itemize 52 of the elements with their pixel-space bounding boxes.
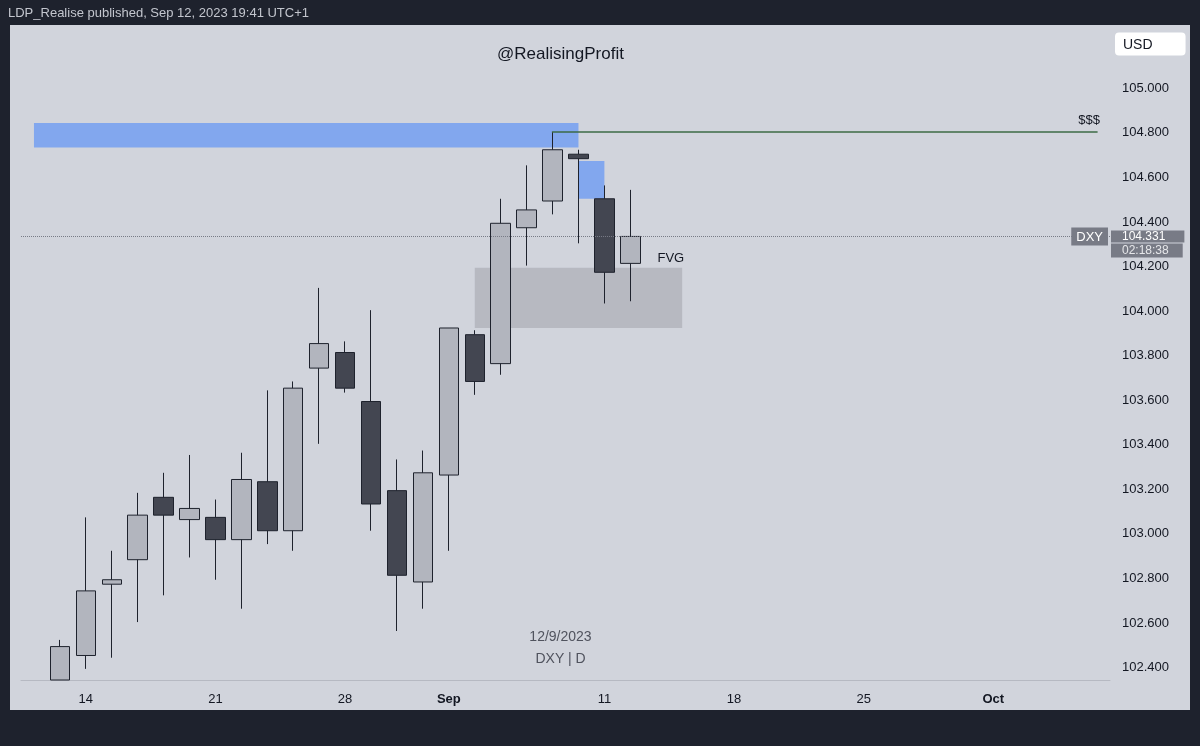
candlestick <box>179 454 200 558</box>
x-tick-label: 14 <box>78 691 94 706</box>
candlestick <box>283 380 303 552</box>
x-tick-label: 25 <box>856 691 871 706</box>
candlestick <box>542 131 563 215</box>
candlestick <box>153 472 174 596</box>
y-tick-label: 103.600 <box>1122 391 1169 407</box>
y-tick-label: 103.000 <box>1122 525 1169 541</box>
ref-line-label: DXY <box>1076 228 1104 244</box>
y-tick-label: 104.600 <box>1122 169 1169 184</box>
x-tick-label: 18 <box>726 691 742 706</box>
y-tick-label: 105.000 <box>1122 79 1169 95</box>
x-tick-label: 28 <box>337 691 353 706</box>
candlestick <box>594 184 615 304</box>
y-tick-label: 103.800 <box>1122 347 1169 363</box>
annotation: 12/9/2023 <box>529 628 592 644</box>
candlestick <box>413 450 433 610</box>
candlestick <box>127 492 148 623</box>
y-tick-label: 104.000 <box>1122 302 1169 318</box>
y-tick-label: 104.200 <box>1122 258 1169 274</box>
y-tick-label: 104.400 <box>1122 213 1169 229</box>
candlestick <box>257 389 278 545</box>
candlestick <box>205 499 226 581</box>
candlestick <box>516 164 537 267</box>
candlestick <box>76 516 96 670</box>
x-tick-label: 11 <box>597 691 612 706</box>
y-tick-label: 104.800 <box>1122 124 1169 140</box>
candlestick <box>102 550 122 659</box>
candlestick <box>439 327 459 552</box>
x-tick-label: 21 <box>208 691 223 706</box>
text: LDP_Realise published, Sep 12, 2023 19:41 UTC+1 <box>8 4 310 20</box>
y-tick-label: 102.600 <box>1122 614 1169 630</box>
y-tick-label: 104.331 <box>1122 229 1166 244</box>
candlestick <box>309 287 329 445</box>
candlestick <box>361 309 381 532</box>
text: 02:18:38 <box>1122 243 1170 258</box>
y-tick-label: 103.400 <box>1122 436 1169 452</box>
candlestick <box>568 149 589 244</box>
x-tick-label: Oct <box>982 691 1005 706</box>
annotation: DXY | D <box>535 650 586 666</box>
y-axis-title: USD <box>1123 36 1153 52</box>
y-tick-label: 103.200 <box>1122 480 1169 496</box>
candlestick <box>231 452 252 610</box>
candlestick <box>465 329 485 396</box>
candlestick <box>387 458 407 632</box>
y-tick-label: 102.400 <box>1122 659 1169 675</box>
candlestick <box>335 340 355 394</box>
x-tick-label: Sep <box>436 691 461 706</box>
annotation: FVG <box>657 249 685 265</box>
y-tick-label: 102.800 <box>1122 570 1169 586</box>
series-label: $$$ <box>1078 111 1101 127</box>
text: @RealisingProfit <box>497 43 625 63</box>
